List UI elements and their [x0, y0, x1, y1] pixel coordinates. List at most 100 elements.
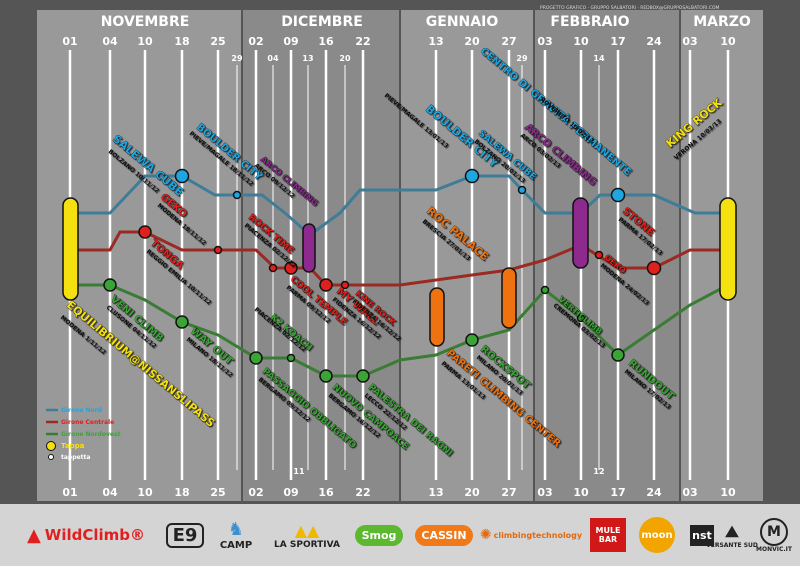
sponsor-label: WildClimb®: [44, 526, 146, 544]
date-label: 03: [682, 35, 697, 48]
date-label: 01: [62, 35, 77, 48]
date-label: 13: [428, 486, 443, 499]
mountain-icon: ▲▲: [294, 520, 320, 540]
dates-top-sub: 29 04 13 20 29 14: [231, 54, 605, 63]
date-label: 25: [210, 35, 225, 48]
date-label: 03: [682, 486, 697, 499]
date-label: 18: [174, 486, 189, 499]
legend-tappetta-dot: [48, 454, 54, 460]
station-dot: [103, 278, 117, 292]
date-label: 10: [720, 35, 736, 48]
date-label: 04: [102, 486, 118, 499]
station-dot: [356, 369, 370, 383]
sponsor-bar: ▲ WildClimb® E9 ♞ CAMP ▲▲ LA SPORTIVA Smog …: [0, 504, 800, 566]
legend-north: Girone Nord: [61, 407, 102, 414]
capsule-arco-feb: [572, 197, 589, 269]
legend-northwest: Girone Nordovest: [61, 431, 121, 438]
date-label: 16: [318, 35, 334, 48]
station-dot: [611, 348, 625, 362]
capsule-king-rock: [719, 197, 737, 301]
sponsor-smog: Smog: [354, 510, 404, 560]
sponsor-lasportiva: ▲▲ LA SPORTIVA: [266, 510, 348, 560]
sponsor-climbingtech: ✺ climbingtechnology: [479, 510, 583, 560]
date-label: 16: [318, 486, 334, 499]
sponsor-wildclimb: ▲ WildClimb®: [16, 510, 156, 560]
sponsor-label: Smog: [354, 524, 404, 546]
date-label: 02: [248, 35, 263, 48]
station-dot: [465, 333, 479, 347]
capsule-equilibrium: [62, 197, 79, 301]
sponsor-nst: nst: [686, 510, 718, 560]
sponsor-monvic: M MONVIC.IT: [752, 510, 796, 560]
station-dot: [286, 353, 296, 363]
sponsor-label: nst: [690, 524, 714, 546]
sponsor-camp: ♞ CAMP: [212, 510, 260, 560]
station-dot: [319, 369, 333, 383]
sub-date-label: 04: [267, 54, 279, 63]
date-label: 04: [102, 35, 118, 48]
date-label: 24: [646, 486, 662, 499]
date-label: 24: [646, 35, 662, 48]
sub-date-label: 13: [302, 54, 313, 63]
date-label: 01: [62, 486, 77, 499]
monvic-logo-icon: M: [760, 517, 788, 546]
station-dot: [517, 185, 527, 195]
station-dot: [319, 278, 333, 292]
station-dot: [540, 285, 550, 295]
capsule-arco-dec: [302, 223, 316, 273]
sponsor-label: E9: [165, 522, 205, 548]
date-label: 09: [283, 35, 298, 48]
date-label: 09: [283, 486, 298, 499]
date-label: 27: [501, 35, 516, 48]
station-dot: [138, 225, 152, 239]
station-dot: [340, 280, 350, 290]
station-dot: [594, 250, 604, 260]
station-dots: [103, 168, 662, 383]
dates-bottom: 01 04 10 18 25 02 09 16 22 13 20 27 03 1…: [62, 486, 736, 499]
station-dot: [174, 168, 190, 184]
sponsor-label: moon: [639, 517, 675, 553]
date-label: 10: [137, 486, 153, 499]
month-label: DICEMBRE: [281, 14, 363, 30]
month-label: NOVEMBRE: [101, 14, 190, 30]
date-label: 22: [355, 35, 370, 48]
legend-tappa-dot: [46, 441, 56, 451]
panel-january: [401, 10, 533, 501]
sub-date-label: 11: [293, 467, 305, 476]
station-dot: [464, 168, 480, 184]
climber-icon: ♞: [227, 519, 245, 540]
date-label: 27: [501, 486, 516, 499]
sponsor-label: climbingtechnology: [493, 530, 583, 540]
station-dot: [213, 245, 223, 255]
peak-icon: ⛰: [725, 521, 739, 541]
sub-date-label: 20: [339, 54, 351, 63]
dates-top: 01 04 10 18 25 02 09 16 22 13 20 27 03 1…: [62, 35, 736, 48]
station-dot: [610, 187, 626, 203]
legend: Girone Nord Girone Centrale Girone Nordo…: [46, 407, 121, 461]
sponsor-label: MULE BAR: [590, 518, 626, 552]
interchange-capsules: [62, 197, 737, 347]
station-dot: [232, 190, 242, 200]
sponsor-moon: moon: [634, 510, 680, 560]
legend-central: Girone Centrale: [61, 419, 114, 426]
sponsor-label: CAMP: [219, 540, 253, 551]
date-label: 10: [573, 486, 589, 499]
bird-icon: ▲: [26, 524, 41, 546]
panel-december: [243, 10, 399, 501]
sponsor-e9: E9: [164, 510, 206, 560]
date-label: 13: [428, 35, 443, 48]
date-label: 25: [210, 486, 225, 499]
sponsor-label: LA SPORTIVA: [274, 539, 340, 550]
sub-date-label: 29: [516, 54, 528, 63]
station-dot: [268, 263, 278, 273]
sun-icon: ✺: [479, 527, 492, 543]
station-dot: [576, 313, 586, 323]
sponsor-label: CASSIN: [415, 524, 473, 546]
sub-date-label: 12: [593, 467, 604, 476]
date-label: 03: [537, 486, 552, 499]
month-label: GENNAIO: [426, 14, 499, 30]
sponsor-cassin: CASSIN: [412, 510, 476, 560]
capsule-pareti: [429, 287, 445, 347]
date-label: 17: [610, 35, 625, 48]
